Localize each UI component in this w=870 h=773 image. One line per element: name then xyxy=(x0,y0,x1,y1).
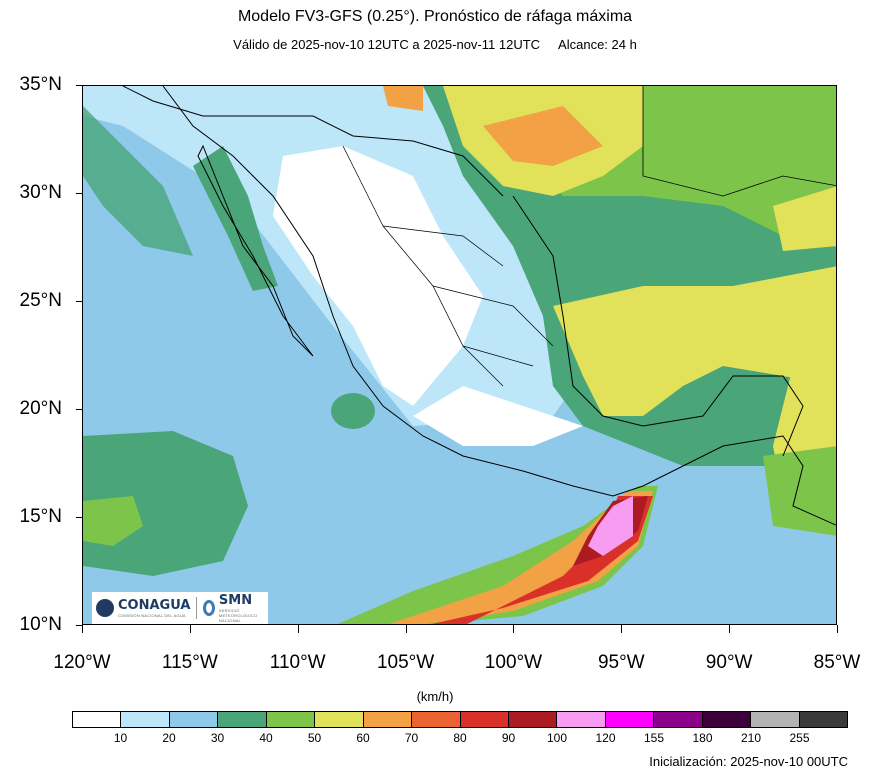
colorbar-label: 90 xyxy=(501,731,516,745)
map-subtitle: Válido de 2025-nov-10 12UTC a 2025-nov-1… xyxy=(0,37,870,52)
colorbar-label: 70 xyxy=(404,731,419,745)
lon-label: 95°W xyxy=(597,652,645,673)
smn-subtitle: SERVICIO METEOROLÓGICO NACIONAL xyxy=(218,608,258,623)
colorbar-label: 60 xyxy=(356,731,370,745)
lat-label: 30°N xyxy=(19,182,62,203)
lat-tick xyxy=(76,517,82,518)
lon-label: 90°W xyxy=(705,652,753,673)
logo-separator xyxy=(196,597,198,619)
lat-tick xyxy=(76,193,82,194)
colorbar-cell xyxy=(363,712,413,727)
baja-gust-zone xyxy=(193,146,278,291)
colorbar-cell xyxy=(460,712,509,727)
lon-tick xyxy=(513,625,515,633)
colorbar-label: 180 xyxy=(692,731,713,745)
colorbar-cell xyxy=(751,712,800,727)
lat-label: 10°N xyxy=(19,614,62,635)
jet-core-pink xyxy=(588,496,633,556)
calm-zone-south xyxy=(413,386,583,446)
lon-tick xyxy=(837,625,838,633)
calm-zone-highlands xyxy=(273,146,483,406)
pacific-southwest-green xyxy=(83,431,248,576)
jet-green-band xyxy=(337,486,658,624)
us-border xyxy=(122,86,504,197)
pacific-coastline xyxy=(162,86,836,526)
lon-tick xyxy=(405,625,407,633)
texas-orange-zone xyxy=(483,106,603,166)
colorbar-units: (km/h) xyxy=(416,689,454,704)
institution-logos: CONAGUA COMISIÓN NACIONAL DEL AGUA SMN S… xyxy=(92,592,268,624)
lat-tick xyxy=(76,625,82,626)
us-state-lines xyxy=(642,86,836,197)
colorbar-cell xyxy=(654,712,703,727)
smn-logo: SMN SERVICIO METEOROLÓGICO NACIONAL xyxy=(203,592,268,624)
colorbar-label: 120 xyxy=(595,731,616,745)
state-borders xyxy=(342,145,554,387)
colorbar-cell xyxy=(605,712,655,727)
lon-label: 100°W xyxy=(484,652,543,673)
lat-tick xyxy=(76,301,82,302)
valid-period: Válido de 2025-nov-10 12UTC a 2025-nov-1… xyxy=(233,37,541,52)
lon-tick xyxy=(729,625,731,633)
colorbar-cell xyxy=(121,712,170,727)
caribbean-green xyxy=(763,446,836,536)
colorbar-cell xyxy=(73,712,122,727)
pacific-southwest-core xyxy=(83,496,143,546)
lon-label: 105°W xyxy=(376,652,435,673)
lon-label: 110°W xyxy=(269,652,326,673)
lat-label: 20°N xyxy=(19,398,62,419)
gulf-yellow-zone xyxy=(553,266,836,416)
wind-gust-field xyxy=(83,86,836,624)
colorbar-label: 80 xyxy=(453,731,467,745)
colorbar-label: 100 xyxy=(546,731,568,745)
smn-label: SMN xyxy=(218,593,253,608)
colorbar-label: 40 xyxy=(259,731,273,745)
colorbar-cell xyxy=(702,712,752,727)
colorbar-label: 155 xyxy=(643,731,665,745)
colorbar-label: 20 xyxy=(162,731,176,745)
forecast-map xyxy=(82,85,837,625)
colorbar-label: 10 xyxy=(113,731,128,745)
gulf-coastline xyxy=(512,195,804,457)
baja-coastline xyxy=(197,144,314,357)
colorbar-cell xyxy=(218,712,267,727)
colorbar-label: 50 xyxy=(307,731,322,745)
colorbar-label: 210 xyxy=(740,731,762,745)
east-gulf-yellow xyxy=(773,186,836,251)
colorbar-cell xyxy=(557,712,606,727)
lat-label: 35°N xyxy=(19,74,62,95)
conagua-subtitle: COMISIÓN NACIONAL DEL AGUA xyxy=(118,613,186,618)
pacific-gust-patch xyxy=(331,393,375,429)
lat-label: 15°N xyxy=(19,506,62,527)
lon-tick xyxy=(189,625,191,633)
lat-tick xyxy=(76,409,82,410)
forecast-range: Alcance: 24 h xyxy=(558,37,637,52)
lon-tick xyxy=(621,625,623,633)
initialization-time: Inicialización: 2025-nov-10 00UTC xyxy=(649,754,848,769)
colorbar-cell xyxy=(412,712,461,727)
lon-label: 115°W xyxy=(161,652,218,673)
lon-label: 85°W xyxy=(813,652,861,673)
lon-label: 120°W xyxy=(53,652,111,673)
conagua-emblem-icon xyxy=(96,599,114,617)
lat-label: 25°N xyxy=(19,290,62,311)
colorbar xyxy=(72,711,848,728)
colorbar-cell xyxy=(799,712,847,727)
colorbar-label: 30 xyxy=(210,731,225,745)
lat-tick xyxy=(76,85,82,86)
lon-tick xyxy=(297,625,299,633)
lon-tick xyxy=(82,625,83,633)
conagua-logo: CONAGUA COMISIÓN NACIONAL DEL AGUA xyxy=(92,592,190,624)
north-orange-patch xyxy=(383,86,423,111)
conagua-label: CONAGUA xyxy=(118,598,191,613)
pacific-coast-green xyxy=(83,106,193,256)
colorbar-cell xyxy=(508,712,558,727)
smn-emblem-icon xyxy=(203,600,215,616)
colorbar-cell xyxy=(169,712,219,727)
colorbar-cell xyxy=(315,712,364,727)
map-title: Modelo FV3-GFS (0.25°). Pronóstico de rá… xyxy=(237,8,633,25)
colorbar-cell xyxy=(266,712,316,727)
colorbar-label: 255 xyxy=(789,731,810,745)
